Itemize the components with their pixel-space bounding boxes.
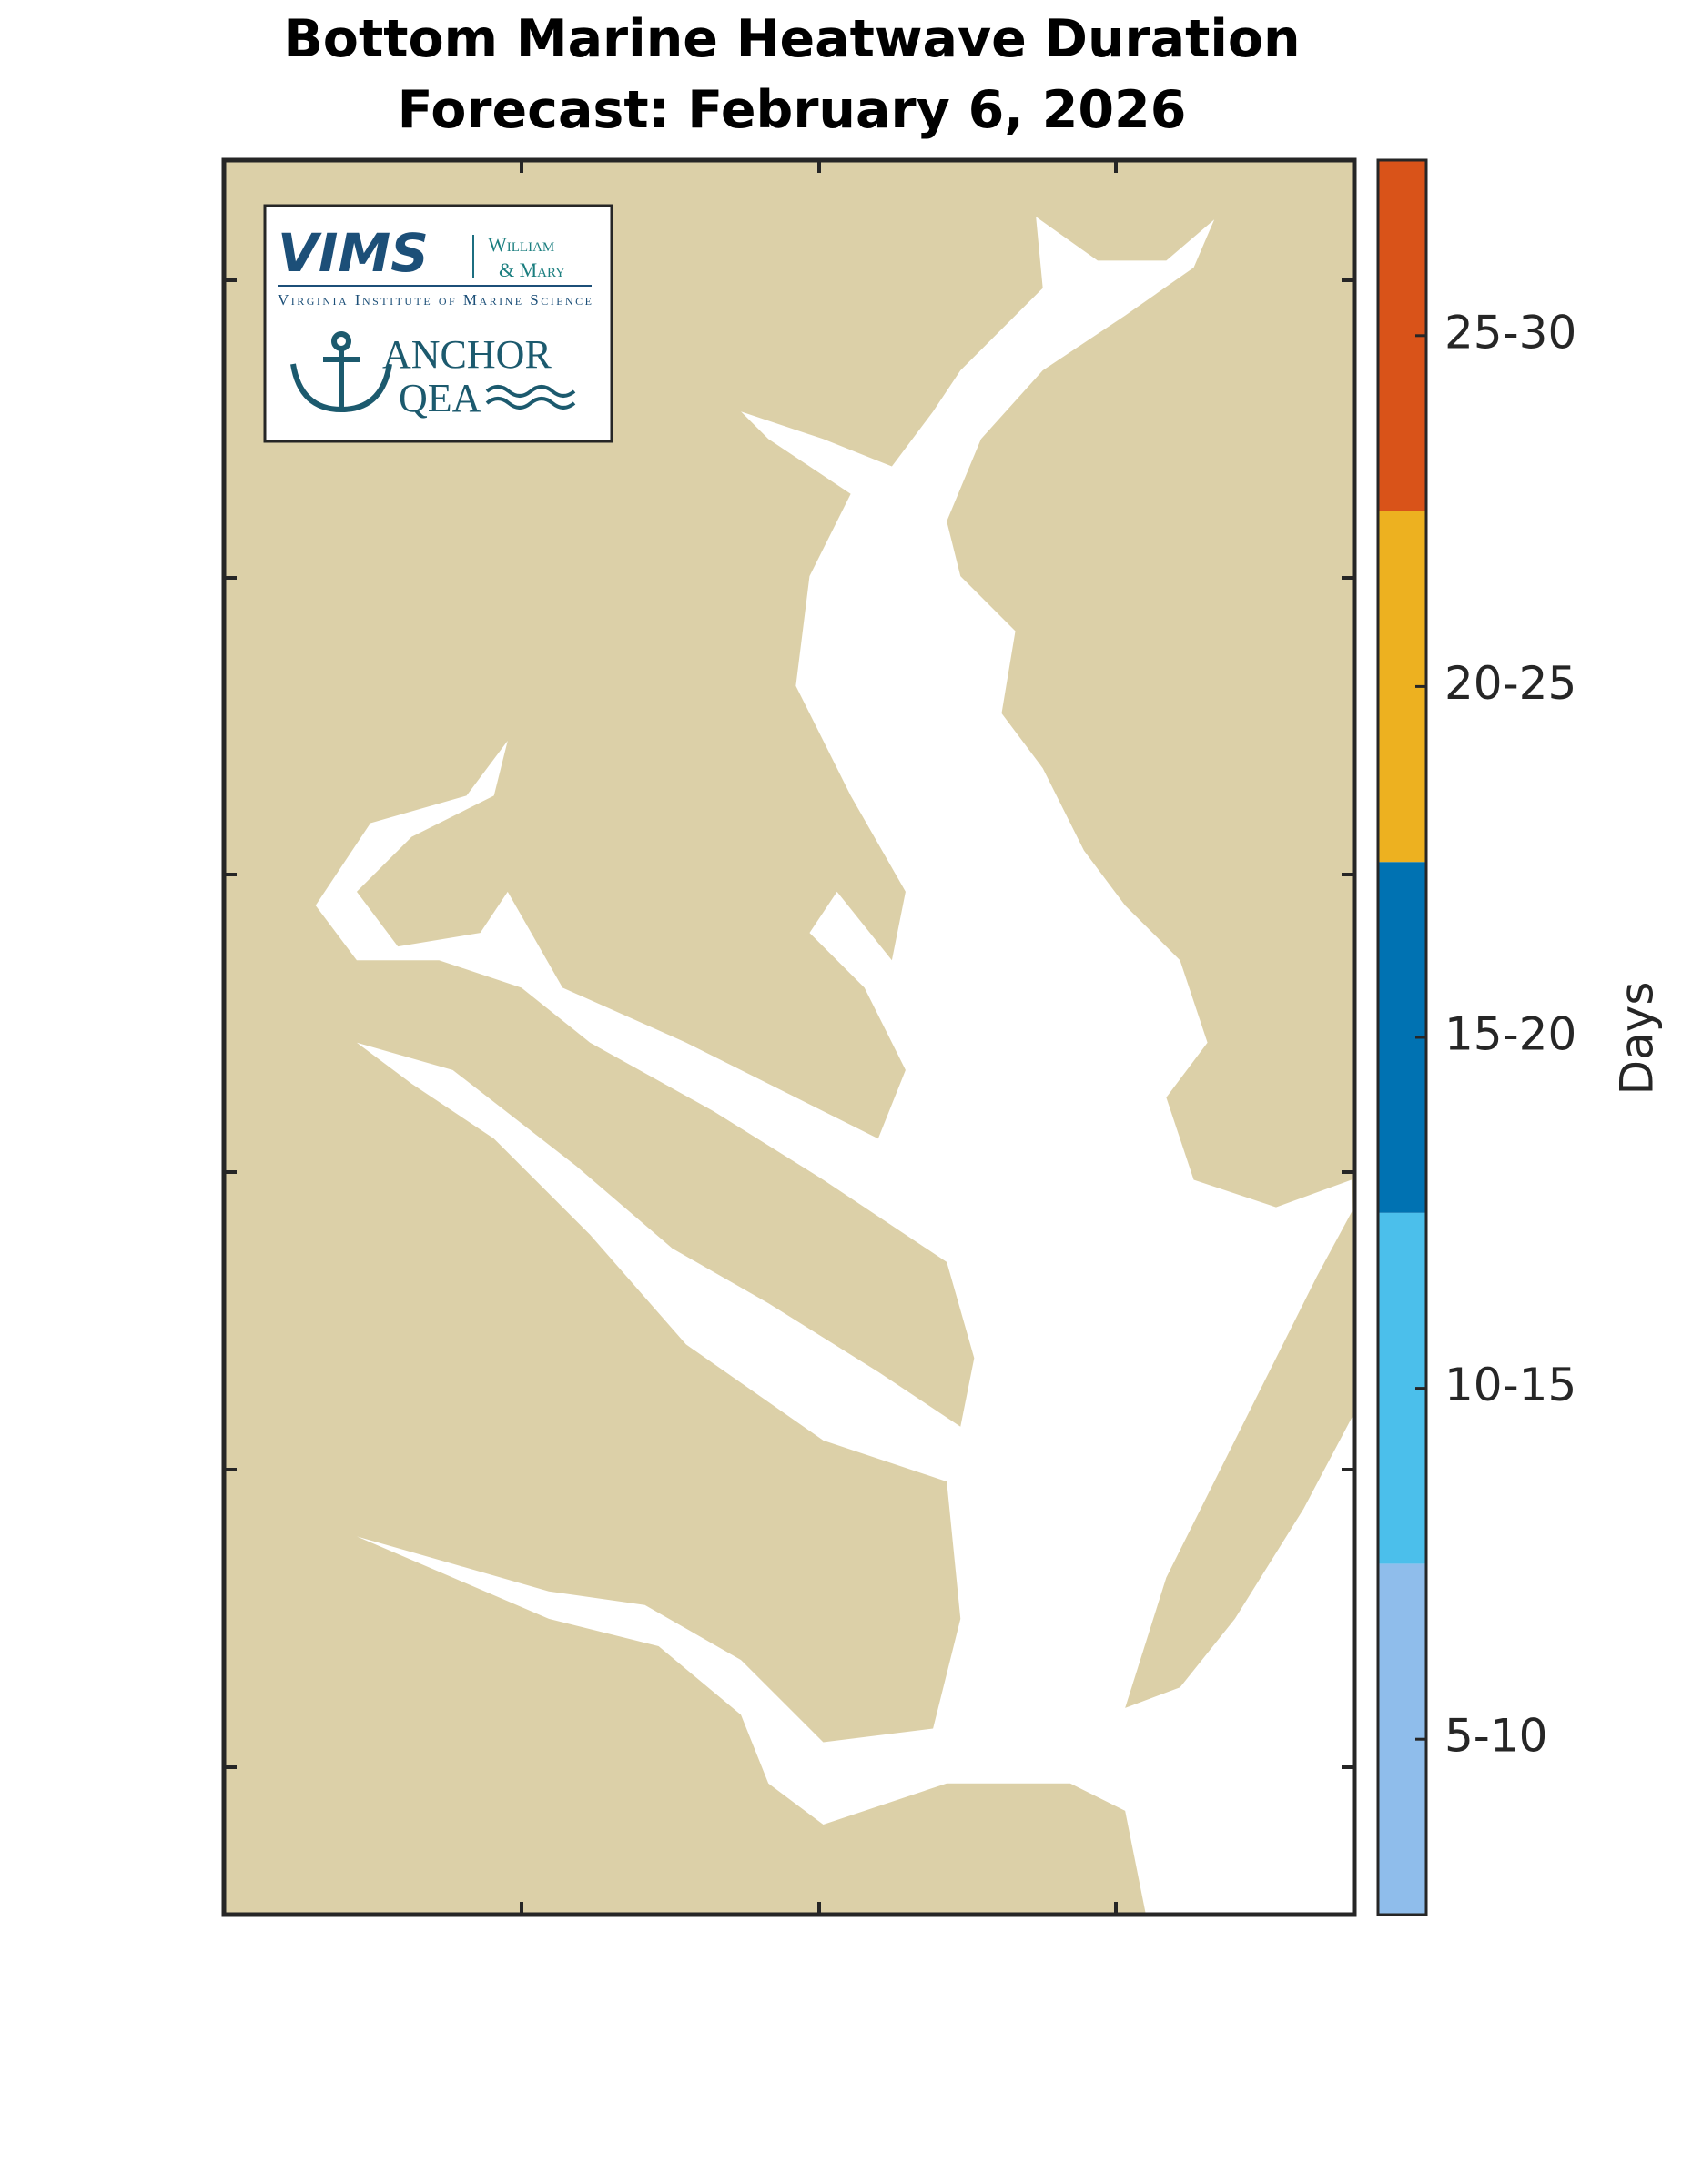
logo-institute: Virginia Institute of Marine Science	[278, 291, 592, 308]
logo-qea: QEA	[399, 376, 481, 420]
logo-mary: & Mary	[499, 258, 565, 281]
title-line: Bottom Marine Heatwave Duration	[283, 9, 1300, 69]
colorbar-tick-label: 15-20	[1444, 1008, 1576, 1061]
colorbar-tick-label: 5-10	[1444, 1710, 1547, 1763]
logo: VIMS William & Mary Virginia Institute o…	[263, 204, 613, 443]
title-line: Forecast: February 6, 2026	[398, 80, 1187, 140]
colorbar-frame	[1376, 158, 1428, 1916]
logo-william: William	[488, 233, 554, 256]
colorbar-tick-label: 10-15	[1444, 1359, 1576, 1411]
colorbar-tick-label: 25-30	[1444, 306, 1576, 359]
colorbar-label: Days	[1611, 982, 1664, 1096]
logo-anchor: ANCHOR	[382, 332, 552, 377]
colorbar-tick-label: 20-25	[1444, 657, 1576, 710]
logo-vims: VIMS	[278, 222, 429, 284]
colorbar: Days 5-10 10-15 15-20 20-25 25-30	[1376, 158, 1664, 1916]
map	[221, 157, 1357, 1917]
